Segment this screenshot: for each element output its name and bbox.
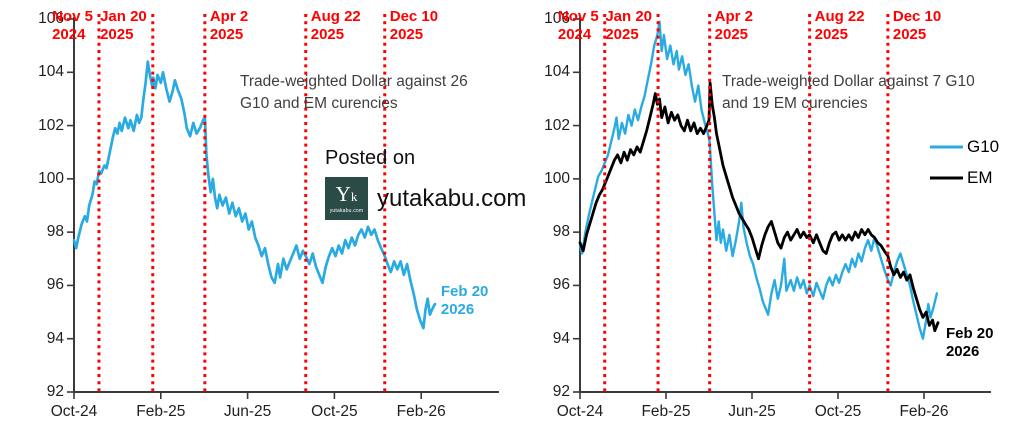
- right-chart-series-em: [578, 81, 940, 333]
- right-chart-series-g10: [578, 20, 939, 340]
- left-chart-series-usd-trade-weighted-vs-26-g10-and-em-currencies: [72, 60, 437, 330]
